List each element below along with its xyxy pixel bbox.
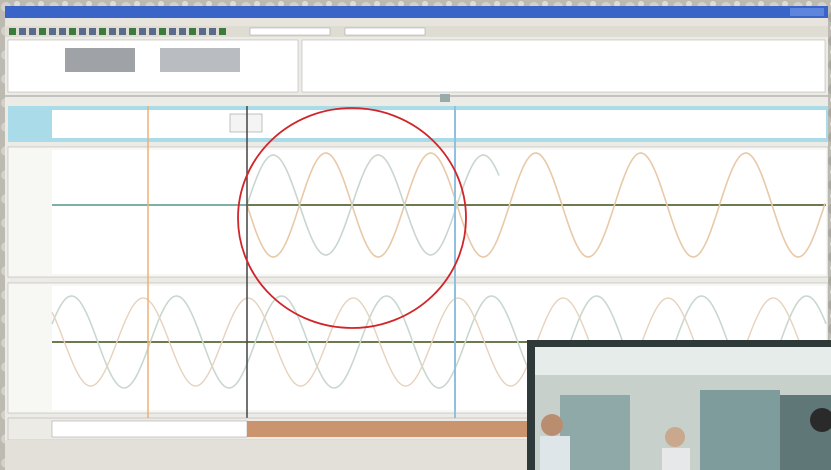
photo-person <box>540 436 570 470</box>
timeline-track <box>52 421 247 437</box>
photo-person <box>541 414 563 436</box>
toolbar-button[interactable] <box>169 28 176 35</box>
toolbar-button[interactable] <box>159 28 166 35</box>
toolbar-button[interactable] <box>89 28 96 35</box>
toolbar-button[interactable] <box>59 28 66 35</box>
title-bar <box>5 6 828 18</box>
toolbar-button[interactable] <box>139 28 146 35</box>
photo-ceiling <box>535 347 831 375</box>
photo-cabinet <box>700 390 780 470</box>
toolbar-button[interactable] <box>119 28 126 35</box>
photo-inset <box>527 340 831 470</box>
photo-cabinet <box>780 395 831 470</box>
table-highlight <box>160 48 240 72</box>
toolbar-button[interactable] <box>109 28 116 35</box>
toolbar-button[interactable] <box>179 28 186 35</box>
toolbar-button[interactable] <box>79 28 86 35</box>
toolbar-button[interactable] <box>19 28 26 35</box>
toolbar-button[interactable] <box>189 28 196 35</box>
page: (() => { const data = JSON.parse(documen… <box>0 0 831 470</box>
dropdown[interactable] <box>345 28 425 35</box>
event-marker <box>230 114 262 132</box>
toolbar-button[interactable] <box>49 28 56 35</box>
toolbar-button[interactable] <box>199 28 206 35</box>
toolbar-button[interactable] <box>209 28 216 35</box>
dropdown[interactable] <box>250 28 330 35</box>
toolbar-button[interactable] <box>9 28 16 35</box>
photo-person <box>665 427 685 447</box>
toolbar-button[interactable] <box>69 28 76 35</box>
event-track <box>52 110 826 138</box>
photo-cabinet <box>560 395 630 470</box>
screenshot <box>0 0 831 470</box>
toolbar-button[interactable] <box>39 28 46 35</box>
info-panel <box>302 40 825 92</box>
splitter-handle[interactable] <box>440 94 450 102</box>
toolbar-button[interactable] <box>99 28 106 35</box>
toolbar-button[interactable] <box>219 28 226 35</box>
menu-bar[interactable] <box>5 18 828 26</box>
window-buttons[interactable] <box>790 8 824 16</box>
toolbar-button[interactable] <box>29 28 36 35</box>
measurement-table <box>8 40 298 92</box>
toolbar-button[interactable] <box>129 28 136 35</box>
table-highlight <box>65 48 135 72</box>
plot-area <box>52 150 826 274</box>
photo-person <box>662 448 690 470</box>
toolbar-button[interactable] <box>149 28 156 35</box>
